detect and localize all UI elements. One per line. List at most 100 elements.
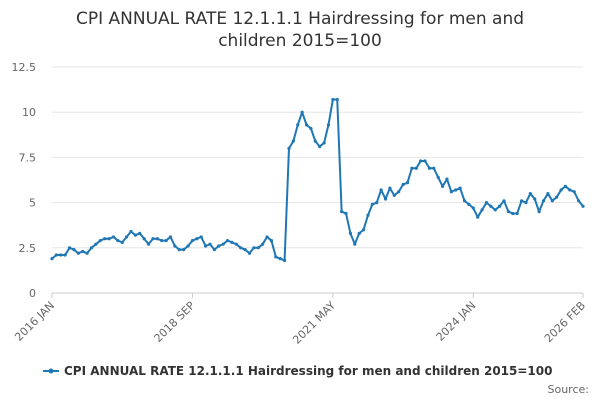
data-point[interactable] bbox=[392, 193, 396, 197]
data-point[interactable] bbox=[541, 199, 546, 203]
data-point[interactable] bbox=[274, 255, 278, 259]
data-point[interactable] bbox=[208, 242, 212, 246]
data-point[interactable] bbox=[577, 199, 581, 203]
data-point[interactable] bbox=[423, 159, 427, 163]
data-point[interactable] bbox=[146, 242, 151, 246]
data-point[interactable] bbox=[239, 246, 243, 250]
data-point[interactable] bbox=[291, 139, 295, 143]
data-point[interactable] bbox=[98, 238, 102, 243]
data-point[interactable] bbox=[72, 248, 76, 252]
data-point[interactable] bbox=[243, 248, 247, 252]
data-point[interactable] bbox=[85, 251, 89, 255]
data-point[interactable] bbox=[173, 244, 177, 248]
data-point[interactable] bbox=[269, 238, 274, 243]
data-point[interactable] bbox=[379, 188, 383, 192]
data-point[interactable] bbox=[168, 235, 173, 239]
data-point[interactable] bbox=[304, 123, 309, 127]
data-point[interactable] bbox=[94, 242, 98, 246]
data-point[interactable] bbox=[436, 175, 440, 179]
data-point[interactable] bbox=[151, 237, 155, 241]
data-point[interactable] bbox=[217, 244, 221, 248]
data-point[interactable] bbox=[186, 244, 190, 248]
data-point[interactable] bbox=[559, 188, 563, 192]
data-point[interactable] bbox=[340, 210, 344, 214]
data-point[interactable] bbox=[581, 204, 585, 208]
data-point[interactable] bbox=[519, 199, 524, 203]
data-point[interactable] bbox=[432, 166, 436, 170]
data-point[interactable] bbox=[182, 248, 186, 252]
data-point[interactable] bbox=[225, 238, 230, 243]
data-point[interactable] bbox=[318, 144, 322, 149]
data-point[interactable] bbox=[440, 184, 445, 188]
data-point[interactable] bbox=[335, 97, 339, 102]
data-point[interactable] bbox=[142, 237, 146, 241]
data-point[interactable] bbox=[261, 242, 265, 246]
data-point[interactable] bbox=[462, 199, 467, 203]
data-point[interactable] bbox=[76, 251, 80, 255]
data-point[interactable] bbox=[454, 188, 458, 192]
data-point[interactable] bbox=[195, 237, 199, 241]
data-point[interactable] bbox=[287, 146, 291, 150]
data-point[interactable] bbox=[546, 191, 550, 196]
data-point[interactable] bbox=[528, 191, 532, 196]
data-point[interactable] bbox=[353, 242, 357, 246]
data-point[interactable] bbox=[480, 208, 484, 212]
data-point[interactable] bbox=[427, 166, 432, 170]
data-point[interactable] bbox=[506, 210, 510, 214]
data-point[interactable] bbox=[348, 231, 353, 235]
source-credit[interactable]: Source: bbox=[548, 383, 590, 396]
data-point[interactable] bbox=[397, 190, 401, 194]
data-point[interactable] bbox=[177, 248, 181, 252]
data-point[interactable] bbox=[50, 257, 54, 261]
data-point[interactable] bbox=[414, 166, 418, 170]
data-point[interactable] bbox=[296, 123, 300, 127]
data-point[interactable] bbox=[111, 235, 116, 239]
data-point[interactable] bbox=[138, 231, 142, 235]
data-point[interactable] bbox=[155, 237, 159, 241]
data-point[interactable] bbox=[555, 195, 559, 199]
data-point[interactable] bbox=[81, 249, 85, 254]
data-point[interactable] bbox=[322, 141, 326, 145]
data-point[interactable] bbox=[467, 202, 471, 207]
data-point[interactable] bbox=[537, 210, 541, 214]
data-point[interactable] bbox=[125, 235, 129, 239]
data-point[interactable] bbox=[331, 97, 335, 102]
data-point[interactable] bbox=[357, 231, 361, 235]
data-point[interactable] bbox=[221, 242, 225, 246]
data-point[interactable] bbox=[278, 257, 282, 261]
data-point[interactable] bbox=[550, 199, 554, 203]
data-point[interactable] bbox=[129, 229, 133, 234]
data-point[interactable] bbox=[107, 237, 111, 241]
data-point[interactable] bbox=[563, 184, 568, 188]
data-point[interactable] bbox=[388, 186, 392, 190]
data-point[interactable] bbox=[370, 202, 374, 207]
data-point[interactable] bbox=[366, 213, 370, 217]
data-point[interactable] bbox=[405, 181, 410, 185]
data-point[interactable] bbox=[344, 211, 348, 216]
data-point[interactable] bbox=[511, 211, 515, 216]
data-point[interactable] bbox=[309, 126, 313, 131]
data-point[interactable] bbox=[572, 190, 576, 194]
data-point[interactable] bbox=[160, 238, 164, 243]
data-point[interactable] bbox=[458, 186, 462, 190]
data-point[interactable] bbox=[164, 238, 168, 243]
data-point[interactable] bbox=[502, 199, 506, 203]
data-point[interactable] bbox=[59, 253, 63, 257]
data-point[interactable] bbox=[419, 159, 423, 163]
data-point[interactable] bbox=[326, 123, 331, 127]
data-point[interactable] bbox=[524, 201, 528, 205]
data-point[interactable] bbox=[212, 248, 216, 252]
data-point[interactable] bbox=[476, 215, 480, 219]
data-point[interactable] bbox=[54, 253, 58, 257]
data-point[interactable] bbox=[282, 258, 287, 263]
data-point[interactable] bbox=[199, 235, 203, 239]
data-point[interactable] bbox=[471, 206, 475, 210]
data-point[interactable] bbox=[445, 177, 449, 181]
data-point[interactable] bbox=[190, 238, 195, 243]
data-point[interactable] bbox=[103, 237, 107, 241]
data-point[interactable] bbox=[313, 139, 317, 143]
series-line[interactable] bbox=[51, 98, 584, 262]
data-point[interactable] bbox=[401, 182, 405, 187]
data-point[interactable] bbox=[515, 211, 519, 216]
data-point[interactable] bbox=[116, 238, 120, 243]
